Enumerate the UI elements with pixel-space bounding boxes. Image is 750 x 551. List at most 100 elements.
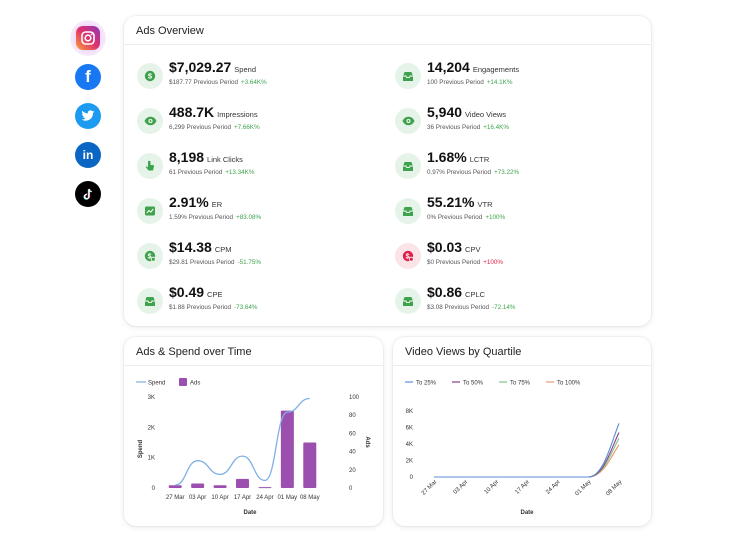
metric-headline: 8,198 Link Clicks	[169, 149, 243, 167]
divider	[124, 365, 383, 366]
metric-previous: $0 Previous Period +100%	[427, 259, 503, 266]
twitter-button[interactable]	[70, 98, 106, 134]
facebook-icon: f	[75, 64, 101, 90]
x-tick-label: 01 May	[278, 495, 298, 501]
ads-bar	[213, 485, 227, 488]
x-tick-label: 17 Apr	[234, 495, 251, 501]
previous-text: Previous Period	[435, 124, 481, 131]
metric-label: Spend	[234, 65, 256, 74]
previous-value: 1.59%	[169, 214, 187, 221]
y-axis-left-title: Spend	[138, 440, 144, 459]
ads-bar	[168, 485, 182, 488]
quartile-series-line	[434, 444, 620, 478]
quartile-series-line	[434, 432, 620, 478]
change-percent: +73.22%	[494, 169, 520, 176]
legend-label: To 75%	[510, 381, 531, 387]
metric-label: ER	[211, 200, 223, 209]
spend-series-line	[175, 397, 310, 486]
instagram-button[interactable]	[70, 20, 106, 56]
metric-label: Engagements	[472, 65, 520, 74]
y-left-tick-label: 1K	[148, 456, 155, 462]
metric-previous: $187.77 Previous Period +3.64K%	[169, 79, 267, 86]
metric-previous: 0% Previous Period +100%	[427, 214, 505, 221]
previous-text: Previous Period	[186, 304, 231, 311]
card-title: Video Views by Quartile	[405, 346, 522, 358]
metric-label: CPLC	[465, 290, 486, 299]
inbox-icon	[137, 288, 163, 314]
metric-impressions: 488.7K Impressions 6,299 Previous Period +7…	[137, 104, 377, 140]
previous-text: Previous Period	[177, 169, 223, 176]
previous-text: Previous Period	[439, 79, 484, 86]
metric-lctr: 1.68% LCTR 0.97% Previous Period +73.22%	[395, 149, 635, 185]
metric-previous: $1.88 Previous Period -73.64%	[169, 304, 257, 311]
svg-text:$: $	[148, 72, 153, 81]
ads-spend-chart: Spend Ads Spend Ads Date 3K 2K 1K 0 100 80 60…	[136, 378, 370, 516]
inbox-icon	[395, 288, 421, 314]
metric-label: LCTR	[469, 155, 490, 164]
twitter-icon	[75, 103, 101, 129]
tiktok-icon	[75, 181, 101, 207]
metric-er: 2.91% ER 1.59% Previous Period +83.08%	[137, 194, 377, 230]
inbox-icon	[395, 153, 421, 179]
divider	[124, 44, 651, 45]
ads-bar	[191, 483, 205, 488]
linkedin-icon: in	[75, 142, 101, 168]
x-tick-label: 24 Apr	[545, 479, 562, 496]
ads-overview-card: Ads Overview $ $7,029.27 Spend $187.77 Prev…	[124, 16, 651, 326]
change-percent: -73.64%	[233, 304, 258, 311]
facebook-button[interactable]: f	[70, 59, 106, 95]
ads-bar	[303, 442, 317, 488]
y-right-tick-label: 40	[349, 450, 356, 456]
y-right-tick-label: 20	[349, 468, 356, 474]
y-tick-label: 6K	[406, 426, 413, 432]
quartile-series-line	[434, 437, 620, 478]
metric-cplc: $0.86 CPLC $3.08 Previous Period -72.14%	[395, 284, 635, 320]
dollar-icon: $	[137, 63, 163, 89]
previous-value: 36	[427, 124, 435, 131]
quartile-series-line	[434, 423, 620, 478]
dollar-cycle-icon: $	[395, 243, 421, 269]
metric-headline: 488.7K Impressions	[169, 104, 258, 122]
previous-value: 6,299	[169, 124, 185, 131]
previous-text: Previous Period	[446, 169, 492, 176]
x-tick-label: 27 Mar	[421, 479, 438, 496]
legend-ads-label: Ads	[190, 381, 200, 387]
previous-text: Previous Period	[437, 214, 483, 221]
inbox-icon	[395, 198, 421, 224]
y-right-tick-label: 0	[349, 486, 353, 492]
linkedin-button[interactable]: in	[70, 137, 106, 173]
x-tick-label: 01 May	[574, 479, 592, 497]
metric-value: $0.03	[427, 239, 463, 255]
previous-text: Previous Period	[193, 79, 238, 86]
metric-value: 14,204	[427, 59, 470, 75]
x-tick-label: 10 Apr	[211, 495, 228, 501]
y-tick-label: 2K	[406, 459, 413, 465]
metric-label: CPV	[465, 245, 481, 254]
metric-value: 8,198	[169, 149, 205, 165]
click-icon	[137, 153, 163, 179]
previous-text: Previous Period	[444, 304, 489, 311]
ads-bar	[280, 410, 294, 488]
change-percent: +13.34K%	[225, 169, 255, 176]
tiktok-button[interactable]	[70, 176, 106, 212]
metric-cpe: $0.49 CPE $1.88 Previous Period -73.64%	[137, 284, 377, 320]
previous-value: $3.08	[427, 304, 443, 311]
ads-spend-card: Ads & Spend over Time Spend Ads Spend Ad…	[124, 337, 383, 526]
change-percent: +16.4K%	[483, 124, 509, 131]
metric-label: CPE	[207, 290, 223, 299]
y-tick-label: 8K	[406, 409, 413, 415]
metric-video-views: 5,940 Video Views 36 Previous Period +16.4K…	[395, 104, 635, 140]
y-tick-label: 0	[410, 475, 414, 481]
previous-text: Previous Period	[190, 259, 235, 266]
previous-text: Previous Period	[188, 214, 234, 221]
x-tick-label: 08 May	[605, 479, 623, 497]
metric-previous: 100 Previous Period +14.1K%	[427, 79, 512, 86]
change-percent: +83.08%	[236, 214, 262, 221]
x-tick-label: 03 Apr	[189, 495, 206, 501]
previous-value: $29.81	[169, 259, 189, 266]
inbox-icon	[395, 63, 421, 89]
metric-value: $7,029.27	[169, 59, 232, 75]
change-percent: +100%	[483, 259, 504, 266]
x-tick-label: 10 Apr	[484, 479, 501, 496]
x-axis-title: Date	[243, 510, 257, 516]
